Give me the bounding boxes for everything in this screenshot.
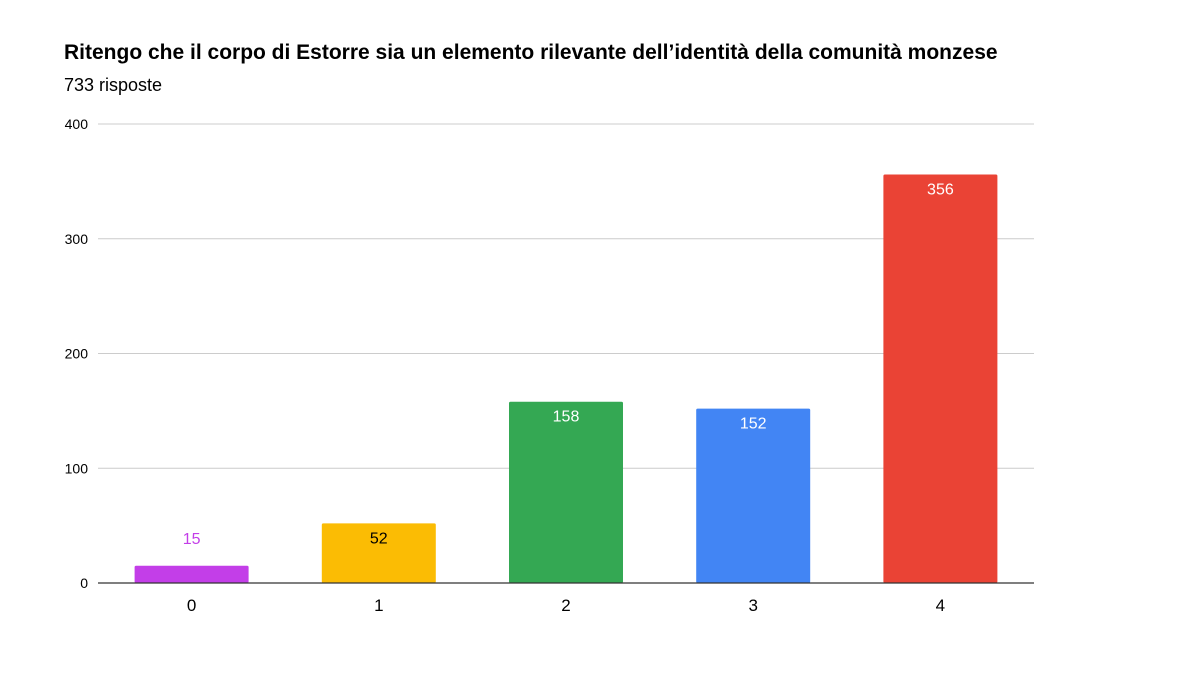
bar-0 — [134, 565, 249, 583]
value-label-2: 158 — [553, 409, 580, 426]
y-axis-ticks: 0 100 200 300 400 — [65, 116, 89, 591]
bar-3 — [696, 408, 811, 583]
y-tick-label: 200 — [65, 346, 89, 362]
x-tick-label-4: 4 — [936, 596, 945, 615]
x-axis-ticks: 0 1 2 3 4 — [187, 596, 945, 615]
value-label-0: 15 — [183, 531, 201, 548]
x-tick-label-0: 0 — [187, 596, 196, 615]
y-tick-label: 0 — [80, 575, 88, 591]
bar-1 — [321, 523, 436, 583]
y-tick-label: 400 — [65, 116, 89, 132]
value-label-3: 152 — [740, 416, 767, 433]
x-tick-label-3: 3 — [748, 596, 757, 615]
chart-title: Ritengo che il corpo di Estorre sia un e… — [64, 41, 998, 64]
x-tick-label-2: 2 — [561, 596, 570, 615]
bar-4 — [883, 174, 998, 584]
value-label-4: 356 — [927, 181, 954, 198]
chart-subtitle: 733 risposte — [64, 75, 163, 95]
value-label-1: 52 — [370, 530, 388, 547]
x-tick-label-1: 1 — [374, 596, 383, 615]
bar-2 — [509, 401, 623, 583]
y-tick-label: 300 — [65, 231, 89, 247]
y-tick-label: 100 — [65, 460, 89, 476]
value-labels: 15 52 158 152 356 — [183, 181, 954, 547]
bars — [134, 174, 998, 584]
